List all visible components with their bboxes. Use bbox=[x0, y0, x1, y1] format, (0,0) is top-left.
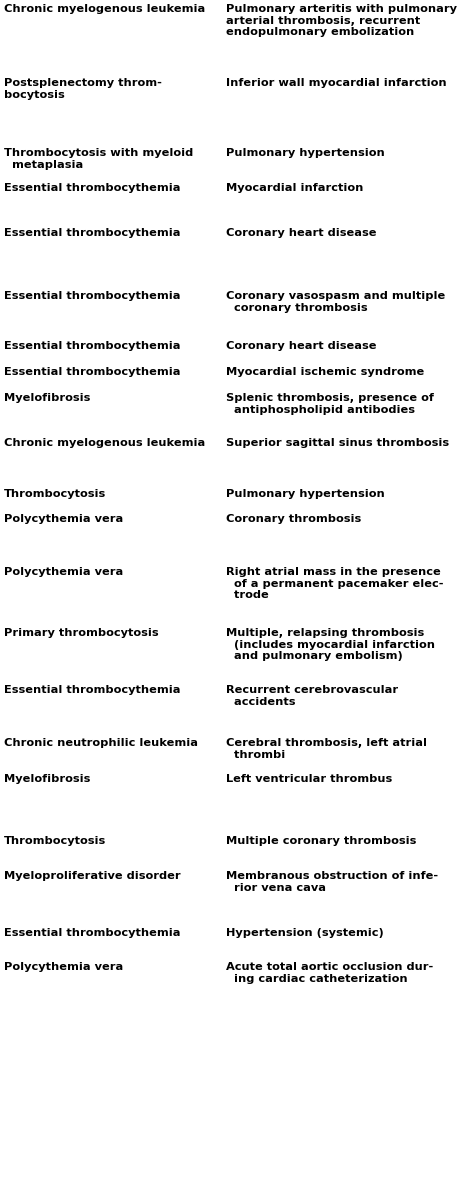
Text: Thrombocytosis: Thrombocytosis bbox=[4, 489, 106, 499]
Text: Coronary heart disease: Coronary heart disease bbox=[226, 341, 376, 350]
Text: Myeloproliferative disorder: Myeloproliferative disorder bbox=[4, 871, 181, 881]
Text: Multiple, relapsing thrombosis
  (includes myocardial infarction
  and pulmonary: Multiple, relapsing thrombosis (includes… bbox=[226, 628, 435, 661]
Text: Pulmonary hypertension: Pulmonary hypertension bbox=[226, 148, 385, 158]
Text: Splenic thrombosis, presence of
  antiphospholipid antibodies: Splenic thrombosis, presence of antiphos… bbox=[226, 393, 434, 415]
Text: Acute total aortic occlusion dur-
  ing cardiac catheterization: Acute total aortic occlusion dur- ing ca… bbox=[226, 962, 433, 983]
Text: Postsplenectomy throm-
bocytosis: Postsplenectomy throm- bocytosis bbox=[4, 78, 162, 99]
Text: Myocardial ischemic syndrome: Myocardial ischemic syndrome bbox=[226, 367, 424, 377]
Text: Myelofibrosis: Myelofibrosis bbox=[4, 393, 91, 403]
Text: Pulmonary arteritis with pulmonary
arterial thrombosis, recurrent
endopulmonary : Pulmonary arteritis with pulmonary arter… bbox=[226, 4, 457, 37]
Text: Essential thrombocythemia: Essential thrombocythemia bbox=[4, 928, 181, 938]
Text: Chronic myelogenous leukemia: Chronic myelogenous leukemia bbox=[4, 438, 205, 448]
Text: Essential thrombocythemia: Essential thrombocythemia bbox=[4, 341, 181, 350]
Text: Hypertension (systemic): Hypertension (systemic) bbox=[226, 928, 384, 938]
Text: Primary thrombocytosis: Primary thrombocytosis bbox=[4, 628, 159, 637]
Text: Chronic neutrophilic leukemia: Chronic neutrophilic leukemia bbox=[4, 738, 198, 748]
Text: Right atrial mass in the presence
  of a permanent pacemaker elec-
  trode: Right atrial mass in the presence of a p… bbox=[226, 567, 444, 600]
Text: Essential thrombocythemia: Essential thrombocythemia bbox=[4, 367, 181, 377]
Text: Essential thrombocythemia: Essential thrombocythemia bbox=[4, 291, 181, 301]
Text: Myocardial infarction: Myocardial infarction bbox=[226, 183, 364, 193]
Text: Coronary heart disease: Coronary heart disease bbox=[226, 228, 376, 238]
Text: Polycythemia vera: Polycythemia vera bbox=[4, 962, 123, 972]
Text: Recurrent cerebrovascular
  accidents: Recurrent cerebrovascular accidents bbox=[226, 685, 398, 707]
Text: Polycythemia vera: Polycythemia vera bbox=[4, 567, 123, 576]
Text: Thrombocytosis with myeloid
  metaplasia: Thrombocytosis with myeloid metaplasia bbox=[4, 148, 193, 170]
Text: Cerebral thrombosis, left atrial
  thrombi: Cerebral thrombosis, left atrial thrombi bbox=[226, 738, 427, 759]
Text: Coronary vasospasm and multiple
  coronary thrombosis: Coronary vasospasm and multiple coronary… bbox=[226, 291, 445, 312]
Text: Chronic myelogenous leukemia: Chronic myelogenous leukemia bbox=[4, 4, 205, 14]
Text: Membranous obstruction of infe-
  rior vena cava: Membranous obstruction of infe- rior ven… bbox=[226, 871, 438, 892]
Text: Essential thrombocythemia: Essential thrombocythemia bbox=[4, 685, 181, 695]
Text: Left ventricular thrombus: Left ventricular thrombus bbox=[226, 774, 392, 785]
Text: Multiple coronary thrombosis: Multiple coronary thrombosis bbox=[226, 836, 416, 846]
Text: Thrombocytosis: Thrombocytosis bbox=[4, 836, 106, 846]
Text: Pulmonary hypertension: Pulmonary hypertension bbox=[226, 489, 385, 499]
Text: Essential thrombocythemia: Essential thrombocythemia bbox=[4, 183, 181, 193]
Text: Inferior wall myocardial infarction: Inferior wall myocardial infarction bbox=[226, 78, 447, 89]
Text: Superior sagittal sinus thrombosis: Superior sagittal sinus thrombosis bbox=[226, 438, 449, 448]
Text: Polycythemia vera: Polycythemia vera bbox=[4, 514, 123, 524]
Text: Myelofibrosis: Myelofibrosis bbox=[4, 774, 91, 785]
Text: Essential thrombocythemia: Essential thrombocythemia bbox=[4, 228, 181, 238]
Text: Coronary thrombosis: Coronary thrombosis bbox=[226, 514, 361, 524]
